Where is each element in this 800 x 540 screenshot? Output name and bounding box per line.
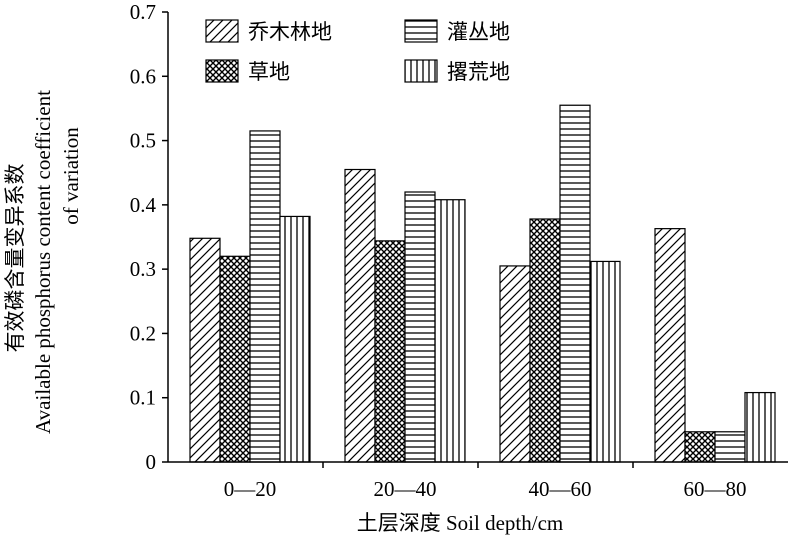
y-axis-ticks: 0 0.1 0.2 0.3 0.4 0.5 0.6 0.7 [130, 0, 168, 474]
legend-label: 灌丛地 [447, 20, 510, 44]
y-tick-label: 0.5 [130, 129, 156, 153]
bar-2-3 [529, 218, 561, 463]
legend-swatch [404, 19, 438, 43]
legend-swatch [205, 19, 239, 43]
legend-swatch [205, 59, 239, 83]
x-axis-ticks: 0—20 20—40 40—60 60—80 [224, 462, 747, 501]
y-tick-label: 0.4 [130, 193, 157, 217]
y-axis-title-en-2: of variation [59, 127, 83, 225]
x-tick-label: 40—60 [529, 477, 592, 501]
bar-1-1 [189, 237, 221, 463]
bar-4-3 [589, 260, 621, 463]
y-axis-title-en-1: Available phosphorus content coefficient [31, 90, 55, 434]
bar-4-2 [434, 199, 466, 463]
x-tick-label: 60—80 [684, 477, 747, 501]
bar-3-1 [249, 130, 281, 463]
legend-swatch [404, 59, 438, 83]
legend-label: 撂荒地 [447, 60, 510, 84]
bar-2-1 [219, 255, 251, 463]
y-tick-label: 0.3 [130, 257, 156, 281]
bar-3-2 [404, 191, 436, 463]
y-tick-label: 0.2 [130, 321, 156, 345]
bar-1-2 [344, 168, 376, 463]
y-tick-label: 0.6 [130, 64, 156, 88]
bar-2-2 [374, 240, 406, 463]
bar-3-4 [714, 431, 746, 463]
bar-group [189, 104, 776, 463]
y-tick-label: 0 [146, 450, 157, 474]
bar-2-4 [684, 431, 716, 463]
bar-1-3 [499, 265, 531, 463]
x-tick-label: 20—40 [374, 477, 437, 501]
bar-4-1 [279, 215, 311, 463]
y-tick-label: 0.1 [130, 386, 156, 410]
bar-1-4 [654, 228, 686, 463]
x-tick-label: 0—20 [224, 477, 277, 501]
y-tick-label: 0.7 [130, 0, 156, 24]
bar-3-3 [559, 104, 591, 463]
legend-label: 乔木林地 [248, 20, 332, 44]
legend-label: 草地 [248, 60, 290, 84]
x-axis-title: 土层深度 Soil depth/cm [357, 511, 564, 535]
y-axis-title-cn: 有效磷含量变异系数 [3, 164, 27, 353]
bar-4-4 [744, 391, 776, 463]
